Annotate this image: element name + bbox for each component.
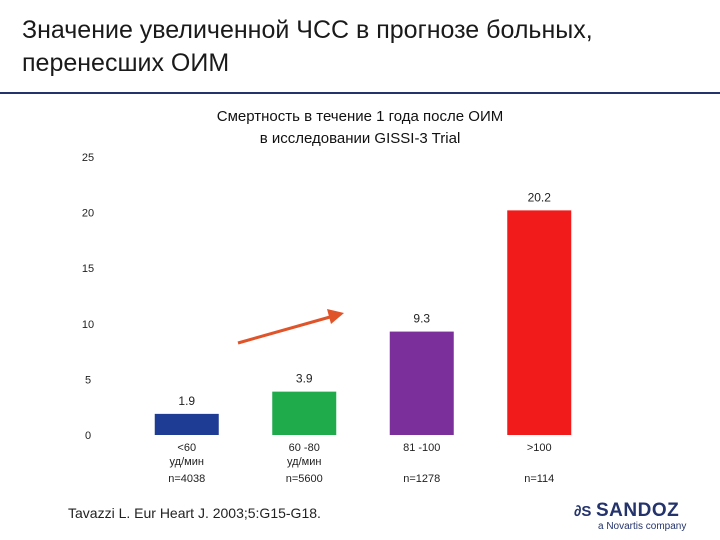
y-tick-label: 25 [82, 152, 94, 164]
sandoz-logo-subtitle: a Novartis company [598, 521, 687, 532]
y-tick-label: 5 [85, 374, 91, 386]
chart-title-line-2: в исследовании GISSI-3 Trial [259, 130, 461, 147]
sandoz-logo: ∂S SANDOZ a Novartis company [574, 500, 694, 534]
slide-title-line-1: Значение увеличенной ЧСС в прогнозе боль… [22, 16, 593, 44]
citation: Tavazzi L. Eur Heart J. 2003;5:G15-G18. [68, 505, 321, 521]
category-label: >100 [527, 442, 552, 454]
category-label: 81 -100 [403, 442, 440, 454]
bar [272, 391, 337, 435]
slide-title-line-2: перенесших ОИМ [22, 49, 230, 77]
y-tick-label: 0 [85, 430, 91, 442]
bar [154, 413, 219, 435]
bar [389, 331, 454, 435]
category-label: <60 [177, 442, 196, 454]
chart-title-line-1: Смертность в течение 1 года после ОИМ [216, 108, 504, 125]
bar-value-label: 3.9 [296, 372, 313, 386]
chart-title: Смертность в течение 1 года после ОИМ в … [130, 106, 590, 150]
y-tick-label: 15 [82, 263, 94, 275]
category-label-unit: уд/мин [287, 456, 321, 468]
category-label-unit: уд/мин [170, 456, 204, 468]
slide-title: Значение увеличенной ЧСС в прогнозе боль… [22, 14, 702, 80]
bar [507, 210, 572, 435]
trend-arrow-line [237, 315, 331, 345]
y-tick-label: 20 [82, 208, 94, 220]
category-n-label: n=5600 [286, 473, 323, 485]
trend-arrow-head-icon [327, 309, 344, 324]
category-n-label: n=4038 [168, 473, 205, 485]
bar-value-label: 20.2 [528, 190, 552, 204]
sandoz-logo-mark-icon: ∂S [574, 503, 592, 520]
bar-value-label: 1.9 [178, 394, 195, 408]
category-n-label: n=114 [524, 473, 554, 485]
sandoz-logo-text: SANDOZ [596, 500, 680, 521]
y-tick-label: 10 [82, 319, 94, 331]
category-n-label: n=1278 [403, 473, 440, 485]
bar-value-label: 9.3 [413, 312, 430, 326]
title-divider [0, 92, 720, 94]
category-label: 60 -80 [289, 442, 320, 454]
